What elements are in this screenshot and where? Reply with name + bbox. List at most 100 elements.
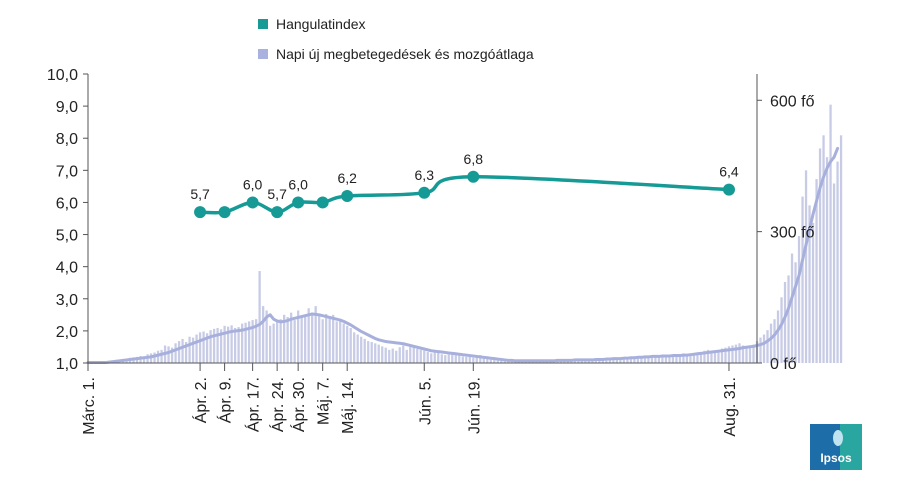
daily-cases-bar (160, 349, 163, 363)
daily-cases-bar (283, 314, 286, 363)
daily-cases-bar (346, 325, 349, 363)
daily-cases-bar (703, 350, 706, 363)
daily-cases-bar (314, 306, 317, 363)
daily-cases-bar (591, 360, 594, 363)
y-left-tick-label: 8,0 (56, 131, 78, 148)
daily-cases-bar (297, 310, 300, 363)
daily-cases-bar (307, 308, 310, 363)
daily-cases-bar (479, 355, 482, 363)
daily-cases-bar (801, 196, 804, 363)
daily-cases-bar (650, 356, 654, 363)
daily-cases-bar (286, 317, 289, 363)
daily-cases-bar (216, 327, 219, 363)
daily-cases-bar (188, 336, 191, 363)
daily-cases-bar (748, 347, 752, 363)
y-left-tick-label: 6,0 (56, 195, 78, 212)
daily-cases-bar (153, 352, 156, 363)
daily-cases-bar (367, 341, 370, 363)
daily-cases-bar (233, 327, 237, 363)
daily-cases-bar (769, 323, 773, 363)
daily-cases-bar (594, 359, 598, 363)
daily-cases-bar (752, 344, 755, 363)
mood-data-label: 5,7 (190, 186, 210, 202)
y-right-tick-label: 600 fő (770, 93, 815, 110)
daily-cases-bar (247, 321, 251, 363)
daily-cases-bar (451, 352, 454, 363)
daily-cases-bar (836, 161, 839, 363)
daily-cases-bar (822, 135, 825, 363)
daily-cases-bar (321, 319, 324, 363)
daily-cases-bar (300, 317, 303, 363)
x-tick-label: Máj. 14. (340, 377, 357, 434)
daily-cases-bar (818, 148, 822, 363)
daily-cases-bar (254, 319, 258, 363)
daily-cases-bar (636, 355, 640, 363)
daily-cases-bar (776, 310, 780, 363)
mood-point (467, 170, 480, 183)
daily-cases-bar (223, 325, 226, 363)
daily-cases-bar (787, 275, 790, 363)
daily-cases-bar (808, 205, 811, 363)
daily-cases-bar (706, 349, 710, 363)
y-left-tick-label: 3,0 (56, 292, 78, 309)
daily-cases-bar (265, 310, 268, 363)
daily-cases-bar (475, 356, 478, 363)
daily-cases-bar (360, 336, 363, 363)
daily-cases-bar (773, 319, 776, 363)
x-tick-label: Ápr. 30. (289, 377, 308, 432)
x-tick-label: Jún. 5. (417, 377, 434, 425)
x-tick-label: Aug. 31. (722, 377, 739, 437)
daily-cases-bar (395, 350, 398, 363)
daily-cases-bar (339, 319, 342, 363)
daily-cases-bar (517, 361, 520, 363)
daily-cases-bar (486, 358, 489, 363)
daily-cases-bar (454, 354, 457, 363)
daily-cases-bar (458, 355, 461, 363)
x-tick-label: Ápr. 2. (191, 377, 210, 423)
daily-cases-bar (811, 222, 815, 363)
daily-cases-bar (374, 343, 377, 363)
daily-cases-bars (86, 104, 843, 364)
daily-cases-bar (657, 355, 661, 363)
daily-cases-bar (202, 331, 205, 363)
daily-cases-bar (195, 334, 198, 363)
daily-cases-bar (177, 341, 181, 363)
daily-cases-bar (356, 334, 359, 363)
daily-cases-bar (181, 338, 184, 363)
daily-cases-bar (363, 338, 366, 363)
y-right-tick-label: 0 fő (770, 356, 797, 373)
daily-cases-bar (251, 320, 254, 363)
daily-cases-bar (815, 179, 818, 363)
mood-data-label: 6,3 (415, 167, 435, 183)
daily-cases-bar (437, 352, 440, 363)
daily-cases-bar (675, 355, 678, 363)
daily-cases-bar (559, 360, 562, 363)
daily-cases-bar (423, 350, 426, 363)
daily-cases-bar (741, 345, 745, 363)
daily-cases-bar (384, 347, 387, 363)
daily-cases-bar (261, 306, 265, 363)
daily-cases-bar (713, 352, 717, 363)
mood-point (418, 186, 431, 199)
mood-point (316, 196, 329, 209)
ipsos-logo-icon (833, 430, 843, 446)
mood-point (271, 206, 284, 219)
daily-cases-bar (328, 317, 331, 363)
daily-cases-bar (745, 346, 748, 363)
daily-cases-bar (738, 343, 741, 363)
daily-cases-bar (664, 356, 668, 363)
mood-point (194, 206, 207, 219)
daily-cases-bar (587, 360, 591, 363)
daily-cases-bar (447, 353, 450, 363)
daily-cases-bar (377, 344, 380, 363)
daily-cases-bar (832, 183, 836, 363)
daily-cases-bar (720, 348, 724, 363)
daily-cases-bar (349, 327, 352, 363)
daily-cases-bar (615, 359, 619, 363)
daily-cases-bar (198, 332, 202, 363)
daily-cases-bar (461, 356, 464, 363)
mood-point (246, 196, 259, 209)
ipsos-logo-text: Ipsos (820, 451, 852, 465)
daily-cases-bar (388, 349, 391, 363)
